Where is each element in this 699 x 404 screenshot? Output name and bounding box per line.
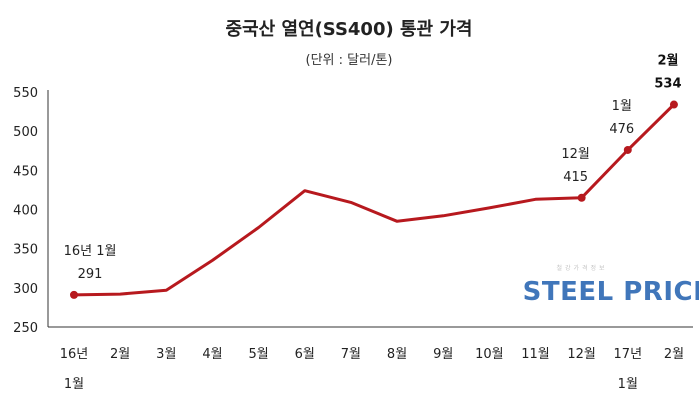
data-label-value: 291	[78, 267, 103, 282]
annotations: 16년 1월 291 12월 415 1월 476 2월 534	[64, 53, 682, 282]
y-tick-label: 550	[13, 86, 38, 101]
x-tick-label: 2월	[664, 347, 684, 362]
y-tick-label: 250	[13, 321, 38, 336]
data-label-value: 534	[654, 77, 681, 92]
x-tick-label: 8월	[387, 347, 407, 362]
series-group	[70, 100, 678, 299]
x-tick-label: 6월	[295, 347, 315, 362]
watermark-word-steel: STEEL	[523, 277, 624, 307]
x-tick-label: 16년	[60, 347, 89, 362]
chart-subtitle: (단위 : 달러/톤)	[306, 53, 393, 68]
data-label-value: 476	[609, 122, 634, 137]
y-tick-label: 450	[13, 164, 38, 179]
x-tick-label: 4월	[202, 347, 222, 362]
y-tick-label: 500	[13, 125, 38, 140]
data-label-period: 12월	[561, 147, 590, 162]
x-tick-label: 10월	[475, 347, 504, 362]
chart-title: 중국산 열연(SS400) 통관 가격	[226, 19, 473, 40]
y-tick-label: 400	[13, 204, 38, 219]
y-axis-ticks: 250 300 350 400 450 500 550	[13, 86, 38, 336]
x-tick-label: 2월	[110, 347, 130, 362]
watermark-text: STEEL PRICE	[523, 277, 699, 307]
x-tick-label: 9월	[433, 347, 453, 362]
data-point-marker	[70, 290, 78, 299]
y-tick-label: 350	[13, 243, 38, 258]
axes	[47, 90, 693, 328]
data-label-period: 2월	[657, 53, 678, 69]
x-tick-label: 17년	[614, 347, 643, 362]
steel-price-watermark: 철강가격정보 STEEL PRICE	[523, 264, 699, 307]
x-tick-label: 5월	[248, 347, 268, 362]
x-tick-label: 12월	[567, 347, 596, 362]
series-line	[72, 103, 676, 297]
x-tick-label-line2: 1월	[64, 377, 84, 392]
x-tick-label: 11월	[521, 347, 550, 362]
watermark-word-price: PRICE	[623, 277, 699, 307]
x-tick-label-line2: 1월	[618, 377, 638, 392]
data-label-period: 1월	[612, 99, 632, 114]
data-label-value: 415	[563, 170, 588, 185]
data-point-marker	[623, 145, 632, 154]
data-point-marker	[577, 193, 586, 202]
x-tick-label: 3월	[156, 347, 176, 362]
data-point-marker	[669, 100, 678, 109]
x-axis-ticks: 16년 1월 2월 3월 4월 5월 6월 7월 8월 9월 10월 11월 12월 17년 1월 2월	[60, 347, 684, 392]
watermark-subtext: 철강가격정보	[556, 264, 607, 272]
y-tick-label: 300	[13, 282, 38, 297]
data-label-period: 16년 1월	[64, 244, 117, 259]
x-tick-label: 7월	[341, 347, 361, 362]
